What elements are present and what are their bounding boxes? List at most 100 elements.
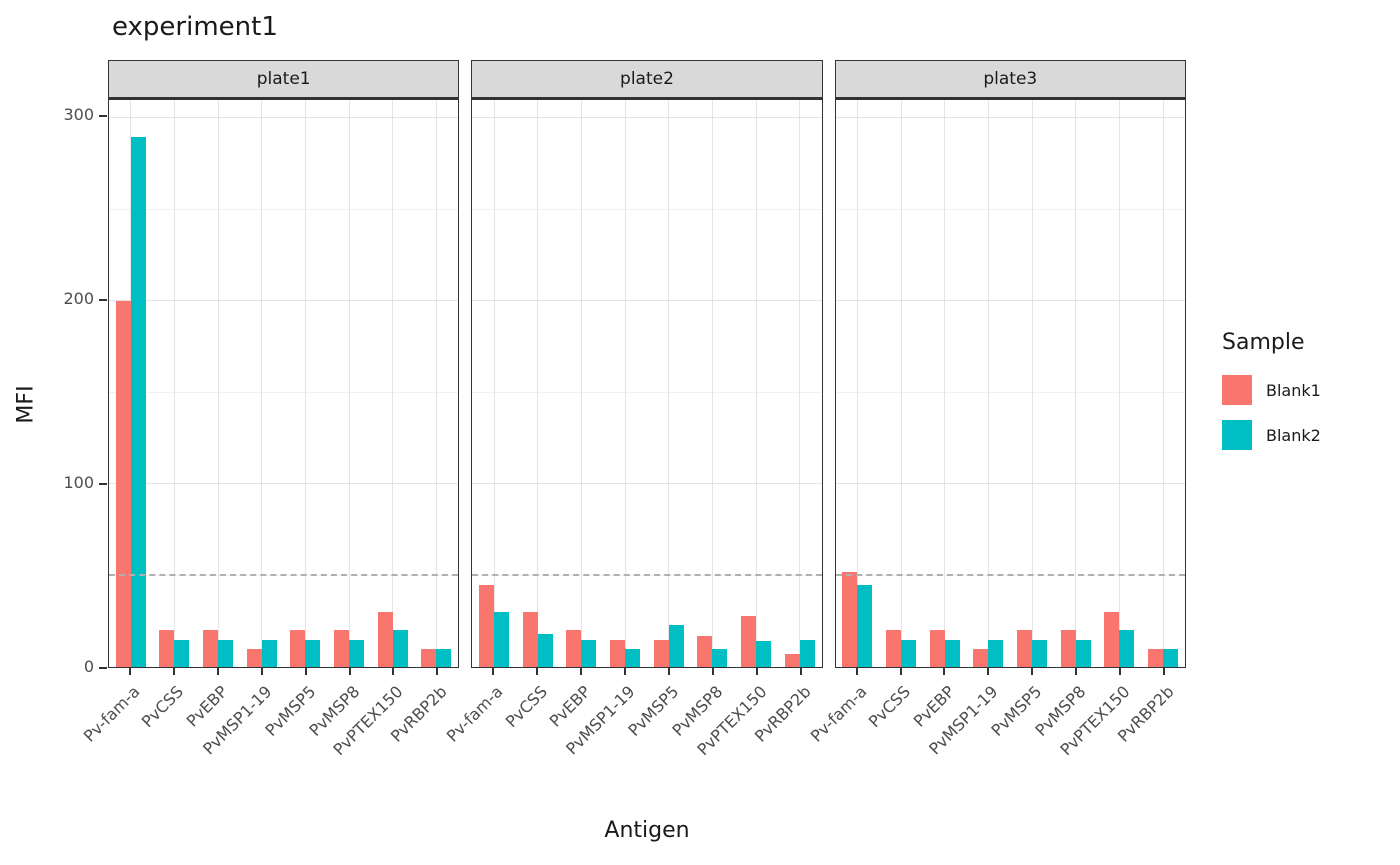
gridline-vertical — [173, 100, 175, 667]
bar-blank1-pvptex150 — [377, 612, 393, 667]
bar-blank1-pv-fam-a — [115, 301, 131, 667]
x-axis-labels: Pv-fam-a PvCSS PvEBP PvMSP1-19 PvMSP5 PvMSP8 P… — [443, 668, 822, 800]
x-tick-mark — [392, 668, 395, 675]
facet-strip-label: plate1 — [108, 60, 460, 98]
gridline-vertical — [1118, 100, 1120, 667]
bar-blank1-pv-fam-a — [842, 571, 858, 667]
bar-blank1-pvcss — [522, 612, 538, 667]
gridline-vertical — [1162, 100, 1164, 667]
gridline-vertical — [624, 100, 626, 667]
gridline-vertical — [493, 100, 495, 667]
gridline-vertical — [217, 100, 219, 667]
x-tick-mark — [536, 668, 539, 675]
bar-blank1-pvebp — [929, 630, 945, 667]
bar-blank2-pv-fam-a — [130, 136, 146, 667]
legend-label-blank1: Blank1 — [1266, 380, 1321, 400]
gridline-minor — [835, 391, 1185, 393]
gridline-vertical — [668, 100, 670, 667]
x-tick-mark — [987, 668, 990, 675]
bar-blank2-pvmsp5 — [668, 624, 684, 667]
gridline-minor — [472, 208, 822, 210]
legend-label-blank2: Blank2 — [1266, 425, 1321, 445]
facet-strip-label: plate3 — [834, 60, 1186, 98]
x-tick-mark — [624, 668, 627, 675]
legend-key-blank2: Blank2 — [1222, 420, 1321, 450]
bar-blank1-pvcss — [886, 630, 902, 667]
bar-blank2-pvcss — [174, 639, 190, 667]
legend-title: Sample — [1222, 330, 1305, 355]
threshold-line — [472, 573, 822, 576]
x-axis-title: Antigen — [604, 818, 690, 843]
chart-title: experiment1 — [112, 12, 278, 42]
threshold-line — [835, 573, 1185, 576]
bar-blank2-pvcss — [901, 639, 917, 667]
gridline-vertical — [392, 100, 394, 667]
y-axis-tickmarks — [99, 98, 107, 669]
gridline-major — [472, 483, 822, 485]
bar-blank1-pvmsp1-19 — [246, 648, 262, 667]
bar-blank1-pvebp — [566, 630, 582, 667]
gridline-vertical — [435, 100, 437, 667]
bar-blank1-pvmsp8 — [697, 635, 713, 667]
x-tick-label: Pv-fam-a — [79, 682, 144, 746]
x-tick-mark — [855, 668, 858, 675]
bar-blank2-pvrbp2b — [799, 639, 815, 667]
gridline-vertical — [537, 100, 539, 667]
gridline-major — [109, 300, 459, 302]
bar-blank1-pvrbp2b — [421, 648, 437, 667]
gridline-major — [472, 300, 822, 302]
bar-blank2-pvmsp8 — [712, 648, 728, 667]
x-tick-mark — [667, 668, 670, 675]
bar-blank2-pvcss — [537, 634, 553, 667]
x-tick-mark — [755, 668, 758, 675]
bar-blank2-pvmsp5 — [305, 639, 321, 667]
x-tick-label: PvCSS — [138, 682, 188, 732]
y-tick-label: 300 — [63, 105, 94, 125]
gridline-major — [109, 117, 459, 119]
bar-blank1-pvrbp2b — [784, 654, 800, 667]
bar-blank1-pvebp — [203, 630, 219, 667]
gridline-vertical — [987, 100, 989, 667]
bar-blank2-pvrbp2b — [1163, 648, 1179, 667]
facet-strip-label: plate2 — [471, 60, 823, 98]
threshold-line — [109, 573, 459, 576]
x-tick-mark — [436, 668, 439, 675]
bar-blank2-pvptex150 — [392, 630, 408, 667]
y-tick-mark — [99, 115, 107, 118]
gridline-vertical — [304, 100, 306, 667]
x-tick-mark — [304, 668, 307, 675]
bar-blank1-pvrbp2b — [1148, 648, 1164, 667]
facet-plate3: plate3 Pv-fam-a PvCSS PvEBP PvMSP1-19 PvMSP5 P… — [806, 60, 1186, 800]
x-tick-mark — [216, 668, 219, 675]
gridline-vertical — [856, 100, 858, 667]
bar-blank2-pvmsp8 — [349, 639, 365, 667]
bar-blank1-pvptex150 — [741, 615, 757, 667]
bar-blank2-pv-fam-a — [857, 584, 873, 667]
bar-blank2-pvptex150 — [756, 641, 772, 667]
gridline-minor — [835, 208, 1185, 210]
gridline-vertical — [348, 100, 350, 667]
x-tick-label: PvCSS — [864, 682, 914, 732]
facet-plate1: plate1 Pv-fam-a PvCSS PvEBP PvMSP1-19 PvMSP5 P… — [80, 60, 460, 800]
facet-area: plate1 Pv-fam-a PvCSS PvEBP PvMSP1-19 PvMSP5 P… — [80, 60, 1186, 800]
gridline-major — [472, 117, 822, 119]
gridline-vertical — [755, 100, 757, 667]
x-tick-mark — [172, 668, 175, 675]
gridline-vertical — [1031, 100, 1033, 667]
x-tick-mark — [1031, 668, 1034, 675]
x-tick-mark — [260, 668, 263, 675]
legend-swatch-blank2 — [1222, 420, 1252, 450]
x-tick-label: PvCSS — [501, 682, 551, 732]
bar-blank1-pvmsp8 — [1060, 630, 1076, 667]
gridline-vertical — [261, 100, 263, 667]
bar-blank2-pv-fam-a — [494, 612, 510, 667]
y-tick-mark — [99, 667, 107, 669]
x-tick-mark — [1075, 668, 1078, 675]
bar-blank2-pvebp — [944, 639, 960, 667]
y-tick-mark — [99, 299, 107, 302]
x-tick-mark — [492, 668, 495, 675]
bar-blank2-pvmsp1-19 — [625, 648, 641, 667]
gridline-vertical — [944, 100, 946, 667]
x-tick-mark — [943, 668, 946, 675]
